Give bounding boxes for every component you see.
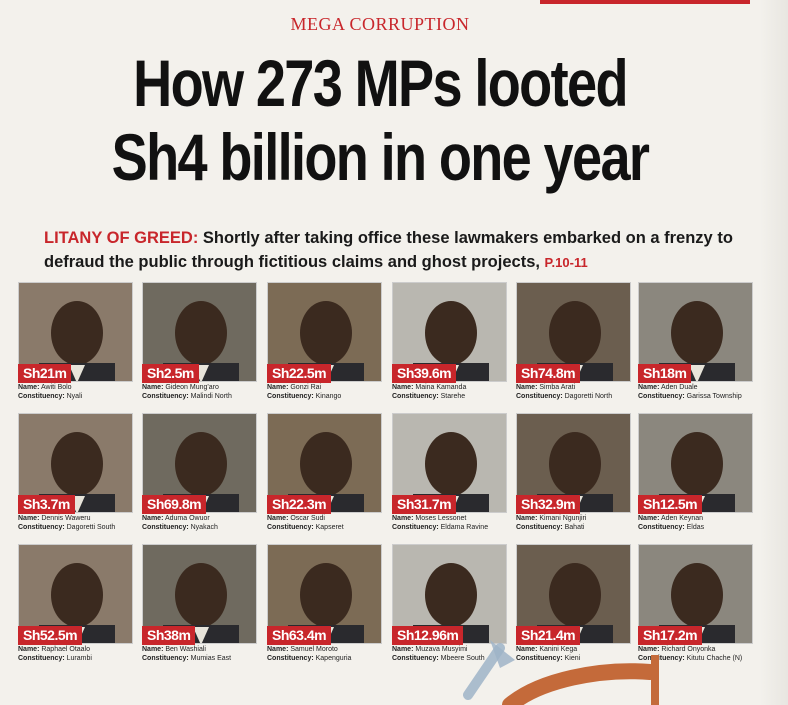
mp-photo-grid: Sh21m Name: Awiti Bolo Constituency: Nyali… bbox=[18, 282, 758, 705]
headline-line-1: How 273 MPs looted bbox=[133, 46, 628, 120]
amount-badge: Sh52.5m bbox=[18, 626, 83, 645]
mp-constituency: Constituency: Dagoretti North bbox=[516, 393, 613, 400]
mp-name: Name: Aden Keynan bbox=[638, 515, 704, 522]
amount-badge: Sh12.96m bbox=[392, 626, 464, 645]
mp-name: Name: Simba Arati bbox=[516, 384, 576, 391]
headline: How 273 MPs looted Sh4 billion in one ye… bbox=[68, 46, 691, 194]
mp-constituency: Constituency: Eldama Ravine bbox=[392, 524, 489, 531]
mp-constituency: Constituency: Malindi North bbox=[142, 393, 232, 400]
mp-name: Name: Muzava Musyimi bbox=[392, 646, 468, 653]
mp-constituency: Constituency: Bahati bbox=[516, 524, 585, 531]
mp-name: Name: Kimani Ngunjiri bbox=[516, 515, 587, 522]
mp-constituency: Constituency: Kieni bbox=[516, 655, 581, 662]
mp-constituency: Constituency: Garissa Township bbox=[638, 393, 742, 400]
deck-lead: LITANY OF GREED: bbox=[44, 229, 199, 247]
mp-constituency: Constituency: Kapenguria bbox=[267, 655, 352, 662]
amount-badge: Sh3.7m bbox=[18, 495, 75, 514]
amount-badge: Sh74.8m bbox=[516, 364, 581, 383]
amount-badge: Sh38m bbox=[142, 626, 196, 645]
mp-name: Name: Maina Kamanda bbox=[392, 384, 467, 391]
top-red-bar bbox=[540, 0, 750, 4]
mp-constituency: Constituency: Nyakach bbox=[142, 524, 218, 531]
mp-constituency: Constituency: Kapseret bbox=[267, 524, 344, 531]
amount-badge: Sh39.6m bbox=[392, 364, 457, 383]
amount-badge: Sh22.3m bbox=[267, 495, 332, 514]
mp-constituency: Constituency: Eldas bbox=[638, 524, 705, 531]
mp-constituency: Constituency: Mbeere South bbox=[392, 655, 485, 662]
mp-name: Name: Ben Washiali bbox=[142, 646, 206, 653]
deck-text: Shortly after taking office these lawmak… bbox=[44, 229, 733, 271]
mp-photo bbox=[18, 413, 133, 513]
mp-name: Name: Oscar Sudi bbox=[267, 515, 325, 522]
mp-constituency: Constituency: Starehe bbox=[392, 393, 466, 400]
amount-badge: Sh22.5m bbox=[267, 364, 332, 383]
mp-constituency: Constituency: Kitutu Chache (N) bbox=[638, 655, 743, 662]
mp-name: Name: Aden Duale bbox=[638, 384, 698, 391]
mp-name: Name: Raphael Otaalo bbox=[18, 646, 91, 653]
mp-name: Name: Gonzi Rai bbox=[267, 384, 322, 391]
amount-badge: Sh21m bbox=[18, 364, 72, 383]
amount-badge: Sh18m bbox=[638, 364, 692, 383]
deck-paragraph: LITANY OF GREED: Shortly after taking of… bbox=[44, 226, 744, 275]
amount-badge: Sh31.7m bbox=[392, 495, 457, 514]
page-reference[interactable]: P.10-11 bbox=[544, 255, 588, 270]
mp-constituency: Constituency: Lurambi bbox=[18, 655, 92, 662]
amount-badge: Sh17.2m bbox=[638, 626, 703, 645]
mp-name: Name: Gideon Mung'aro bbox=[142, 384, 219, 391]
amount-badge: Sh2.5m bbox=[142, 364, 199, 383]
mp-name: Name: Moses Lessonet bbox=[392, 515, 467, 522]
amount-badge: Sh32.9m bbox=[516, 495, 581, 514]
mp-name: Name: Aduma Owuor bbox=[142, 515, 210, 522]
headline-line-2: Sh4 billion in one year bbox=[111, 120, 650, 194]
mp-name: Name: Kanini Kega bbox=[516, 646, 578, 653]
amount-badge: Sh69.8m bbox=[142, 495, 207, 514]
mp-constituency: Constituency: Kinango bbox=[267, 393, 342, 400]
mp-name: Name: Dennis Waweru bbox=[18, 515, 91, 522]
mp-constituency: Constituency: Dagoretti South bbox=[18, 524, 116, 531]
mp-name: Name: Samuel Moroto bbox=[267, 646, 338, 653]
mp-name: Name: Awiti Bolo bbox=[18, 384, 72, 391]
amount-badge: Sh63.4m bbox=[267, 626, 332, 645]
section-kicker: MEGA CORRUPTION bbox=[290, 14, 470, 34]
mp-constituency: Constituency: Nyali bbox=[18, 393, 83, 400]
amount-badge: Sh12.5m bbox=[638, 495, 703, 514]
amount-badge: Sh21.4m bbox=[516, 626, 581, 645]
right-edge-shadow bbox=[760, 0, 788, 705]
mp-constituency: Constituency: Mumias East bbox=[142, 655, 232, 662]
mp-name: Name: Richard Onyonka bbox=[638, 646, 716, 653]
